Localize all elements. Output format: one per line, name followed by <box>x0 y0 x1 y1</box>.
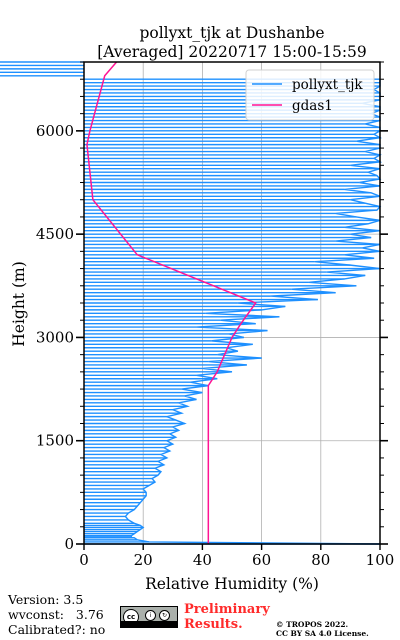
axes: 0 20 40 60 80 100 0 1500 3000 4500 6000 <box>36 61 395 569</box>
footer-info: Version: 3.5 wvconst: 3.76 Calibrated?: no <box>8 592 105 637</box>
chart-subtitle: [Averaged] 20220717 15:00-15:59 <box>97 43 367 61</box>
copyright-note: © TROPOS 2022. CC BY SA 4.0 License. <box>276 620 369 638</box>
legend-label-gdas1: gdas1 <box>292 98 333 114</box>
y-tick-label: 3000 <box>36 328 74 346</box>
y-tick-label: 6000 <box>36 122 74 140</box>
preliminary-line-2: Results. <box>184 617 243 632</box>
x-axis-label: Relative Humidity (%) <box>145 575 319 593</box>
legend: pollyxt_tjk gdas1 <box>245 69 375 121</box>
legend-label-pollyxt: pollyxt_tjk <box>292 77 363 93</box>
copyright-line-2: CC BY SA 4.0 License. <box>276 629 369 638</box>
wvconst-text: wvconst: 3.76 <box>8 607 104 622</box>
version-text: Version: 3.5 <box>8 592 84 607</box>
legend-box <box>245 69 375 121</box>
x-tick-label: 100 <box>366 551 395 569</box>
x-tick-label: 80 <box>311 551 330 569</box>
gdas1-line <box>86 61 257 544</box>
x-tick-label: 20 <box>134 551 153 569</box>
y-tick-label: 4500 <box>36 225 74 243</box>
sa-icon: ↻ <box>159 610 170 621</box>
cc-badge-strip <box>121 621 177 627</box>
y-tick-label: 0 <box>64 535 74 553</box>
x-tick-label: 0 <box>79 551 89 569</box>
calibrated-text: Calibrated?: no <box>8 622 106 637</box>
preliminary-results-note: Preliminary Results. <box>184 602 270 632</box>
copyright-line-1: © TROPOS 2022. <box>276 620 349 629</box>
pollyxt-line <box>124 79 383 545</box>
y-tick-label: 1500 <box>36 432 74 450</box>
preliminary-line-1: Preliminary <box>184 602 270 617</box>
y-axis-label: Height (m) <box>10 261 28 347</box>
chart-title: pollyxt_tjk at Dushanbe <box>139 24 324 42</box>
x-tick-label: 60 <box>252 551 271 569</box>
cc-license-badge: cc i ↻ <box>120 606 178 628</box>
by-icon: i <box>145 610 156 621</box>
x-tick-label: 40 <box>193 551 212 569</box>
